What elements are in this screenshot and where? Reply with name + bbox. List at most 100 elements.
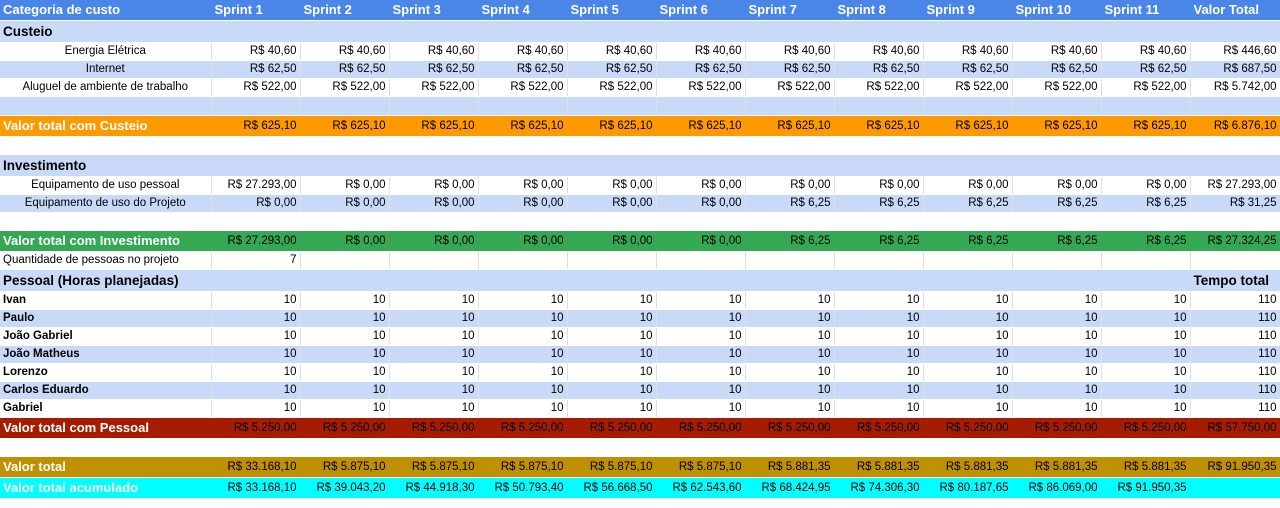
cell-value[interactable]: 10 xyxy=(478,399,568,418)
empty-cell[interactable] xyxy=(567,96,657,116)
cell-value[interactable]: R$ 522,00 xyxy=(211,78,301,97)
empty-cell[interactable] xyxy=(834,136,924,155)
column-header[interactable]: Sprint 8 xyxy=(834,0,924,21)
cell-value[interactable]: 10 xyxy=(211,399,301,418)
empty-cell[interactable] xyxy=(300,136,390,155)
empty-cell[interactable] xyxy=(1012,212,1102,231)
empty-cell[interactable] xyxy=(1190,251,1280,270)
cell-value[interactable]: R$ 62.543,60 xyxy=(656,477,746,499)
people-count-value[interactable]: 7 xyxy=(211,251,301,270)
empty-cell[interactable] xyxy=(1190,438,1280,457)
cell-value[interactable]: 10 xyxy=(211,327,301,346)
empty-cell[interactable] xyxy=(745,96,835,116)
cell-value[interactable]: R$ 27.293,00 xyxy=(211,176,301,195)
column-header[interactable]: Sprint 2 xyxy=(300,0,390,21)
cell-value[interactable]: R$ 6,25 xyxy=(1012,194,1102,213)
cell-value[interactable]: 10 xyxy=(1012,363,1102,382)
cell-value[interactable]: R$ 6,25 xyxy=(745,194,835,213)
cell-value[interactable]: R$ 40,60 xyxy=(834,42,924,61)
cell-value[interactable]: R$ 522,00 xyxy=(656,78,746,97)
cell-value[interactable]: R$ 57.750,00 xyxy=(1190,417,1280,439)
tempo-total-header[interactable]: Tempo total xyxy=(1190,269,1280,292)
cell-value[interactable]: 10 xyxy=(1101,381,1191,400)
cell-value[interactable]: 10 xyxy=(211,381,301,400)
cell-value[interactable]: R$ 62,50 xyxy=(478,60,568,79)
empty-cell[interactable] xyxy=(211,438,301,457)
cell-value[interactable]: 10 xyxy=(745,399,835,418)
cell-value[interactable]: 10 xyxy=(300,381,390,400)
cell-value[interactable]: R$ 522,00 xyxy=(923,78,1013,97)
cell-value[interactable]: 10 xyxy=(745,327,835,346)
row-label[interactable]: Internet xyxy=(0,60,212,79)
cell-value[interactable]: R$ 0,00 xyxy=(656,230,746,252)
cell-value[interactable]: R$ 0,00 xyxy=(567,194,657,213)
cell-value[interactable]: 10 xyxy=(567,381,657,400)
empty-cell[interactable] xyxy=(567,212,657,231)
empty-cell[interactable] xyxy=(745,269,835,292)
empty-cell[interactable] xyxy=(0,212,212,231)
empty-cell[interactable] xyxy=(656,438,746,457)
cell-value[interactable]: R$ 0,00 xyxy=(1012,176,1102,195)
cell-value[interactable]: R$ 62,50 xyxy=(1101,60,1191,79)
cell-value[interactable]: 10 xyxy=(300,291,390,310)
cell-value[interactable]: 10 xyxy=(478,291,568,310)
row-label[interactable]: João Gabriel xyxy=(0,327,212,346)
cell-value[interactable]: R$ 687,50 xyxy=(1190,60,1280,79)
cell-value[interactable]: R$ 5.881,35 xyxy=(1101,456,1191,478)
cell-value[interactable]: R$ 62,50 xyxy=(656,60,746,79)
cell-value[interactable]: R$ 31,25 xyxy=(1190,194,1280,213)
cell-value[interactable]: R$ 6,25 xyxy=(1101,194,1191,213)
cell-value[interactable]: 10 xyxy=(211,363,301,382)
cell-value[interactable]: 10 xyxy=(478,327,568,346)
cell-value[interactable]: 10 xyxy=(300,345,390,364)
empty-cell[interactable] xyxy=(834,212,924,231)
cell-value[interactable]: 10 xyxy=(478,345,568,364)
cell-value[interactable]: R$ 5.881,35 xyxy=(745,456,835,478)
empty-cell[interactable] xyxy=(1012,96,1102,116)
cell-value[interactable]: R$ 6,25 xyxy=(1101,230,1191,252)
cell-value[interactable]: 10 xyxy=(923,309,1013,328)
cell-value[interactable]: 10 xyxy=(567,309,657,328)
cell-value[interactable]: R$ 5.250,00 xyxy=(389,417,479,439)
column-header[interactable]: Categoria de custo xyxy=(0,0,212,21)
cell-value[interactable]: 10 xyxy=(300,399,390,418)
empty-cell[interactable] xyxy=(300,154,390,177)
cell-value[interactable]: R$ 0,00 xyxy=(567,230,657,252)
cell-value[interactable]: 10 xyxy=(211,309,301,328)
cell-value[interactable]: R$ 625,10 xyxy=(745,115,835,137)
cell-value[interactable]: R$ 0,00 xyxy=(300,194,390,213)
cell-value[interactable]: 10 xyxy=(478,309,568,328)
empty-cell[interactable] xyxy=(389,96,479,116)
empty-cell[interactable] xyxy=(923,154,1013,177)
cell-value[interactable]: R$ 62,50 xyxy=(1012,60,1102,79)
cell-value[interactable]: R$ 6,25 xyxy=(834,230,924,252)
cell-value[interactable]: R$ 625,10 xyxy=(211,115,301,137)
cell-value[interactable]: 10 xyxy=(1012,381,1102,400)
cell-value[interactable]: R$ 0,00 xyxy=(745,176,835,195)
cell-value[interactable]: 10 xyxy=(834,345,924,364)
cell-value[interactable]: 10 xyxy=(300,327,390,346)
cell-value[interactable]: R$ 5.881,35 xyxy=(1012,456,1102,478)
cell-value[interactable]: R$ 27.324,25 xyxy=(1190,230,1280,252)
cell-value[interactable]: R$ 40,60 xyxy=(923,42,1013,61)
cell-value[interactable]: 10 xyxy=(478,363,568,382)
cell-value[interactable]: R$ 522,00 xyxy=(745,78,835,97)
cell-value[interactable]: R$ 33.168,10 xyxy=(211,456,301,478)
cell-value[interactable]: R$ 44.918,30 xyxy=(389,477,479,499)
cell-value[interactable]: 10 xyxy=(834,309,924,328)
cell-value[interactable]: R$ 5.250,00 xyxy=(1012,417,1102,439)
section-title[interactable]: Custeio xyxy=(0,20,212,43)
cell-value[interactable]: R$ 0,00 xyxy=(478,194,568,213)
empty-cell[interactable] xyxy=(300,20,390,43)
empty-cell[interactable] xyxy=(300,96,390,116)
cell-value[interactable]: R$ 522,00 xyxy=(389,78,479,97)
empty-cell[interactable] xyxy=(745,154,835,177)
cell-value[interactable]: 10 xyxy=(923,327,1013,346)
cell-value[interactable]: R$ 40,60 xyxy=(745,42,835,61)
empty-cell[interactable] xyxy=(478,96,568,116)
cell-value[interactable]: R$ 80.187,65 xyxy=(923,477,1013,499)
cell-value[interactable]: R$ 5.250,00 xyxy=(1101,417,1191,439)
cell-value[interactable]: 10 xyxy=(389,309,479,328)
cell-value[interactable]: 10 xyxy=(656,363,746,382)
cell-value[interactable]: 10 xyxy=(300,363,390,382)
